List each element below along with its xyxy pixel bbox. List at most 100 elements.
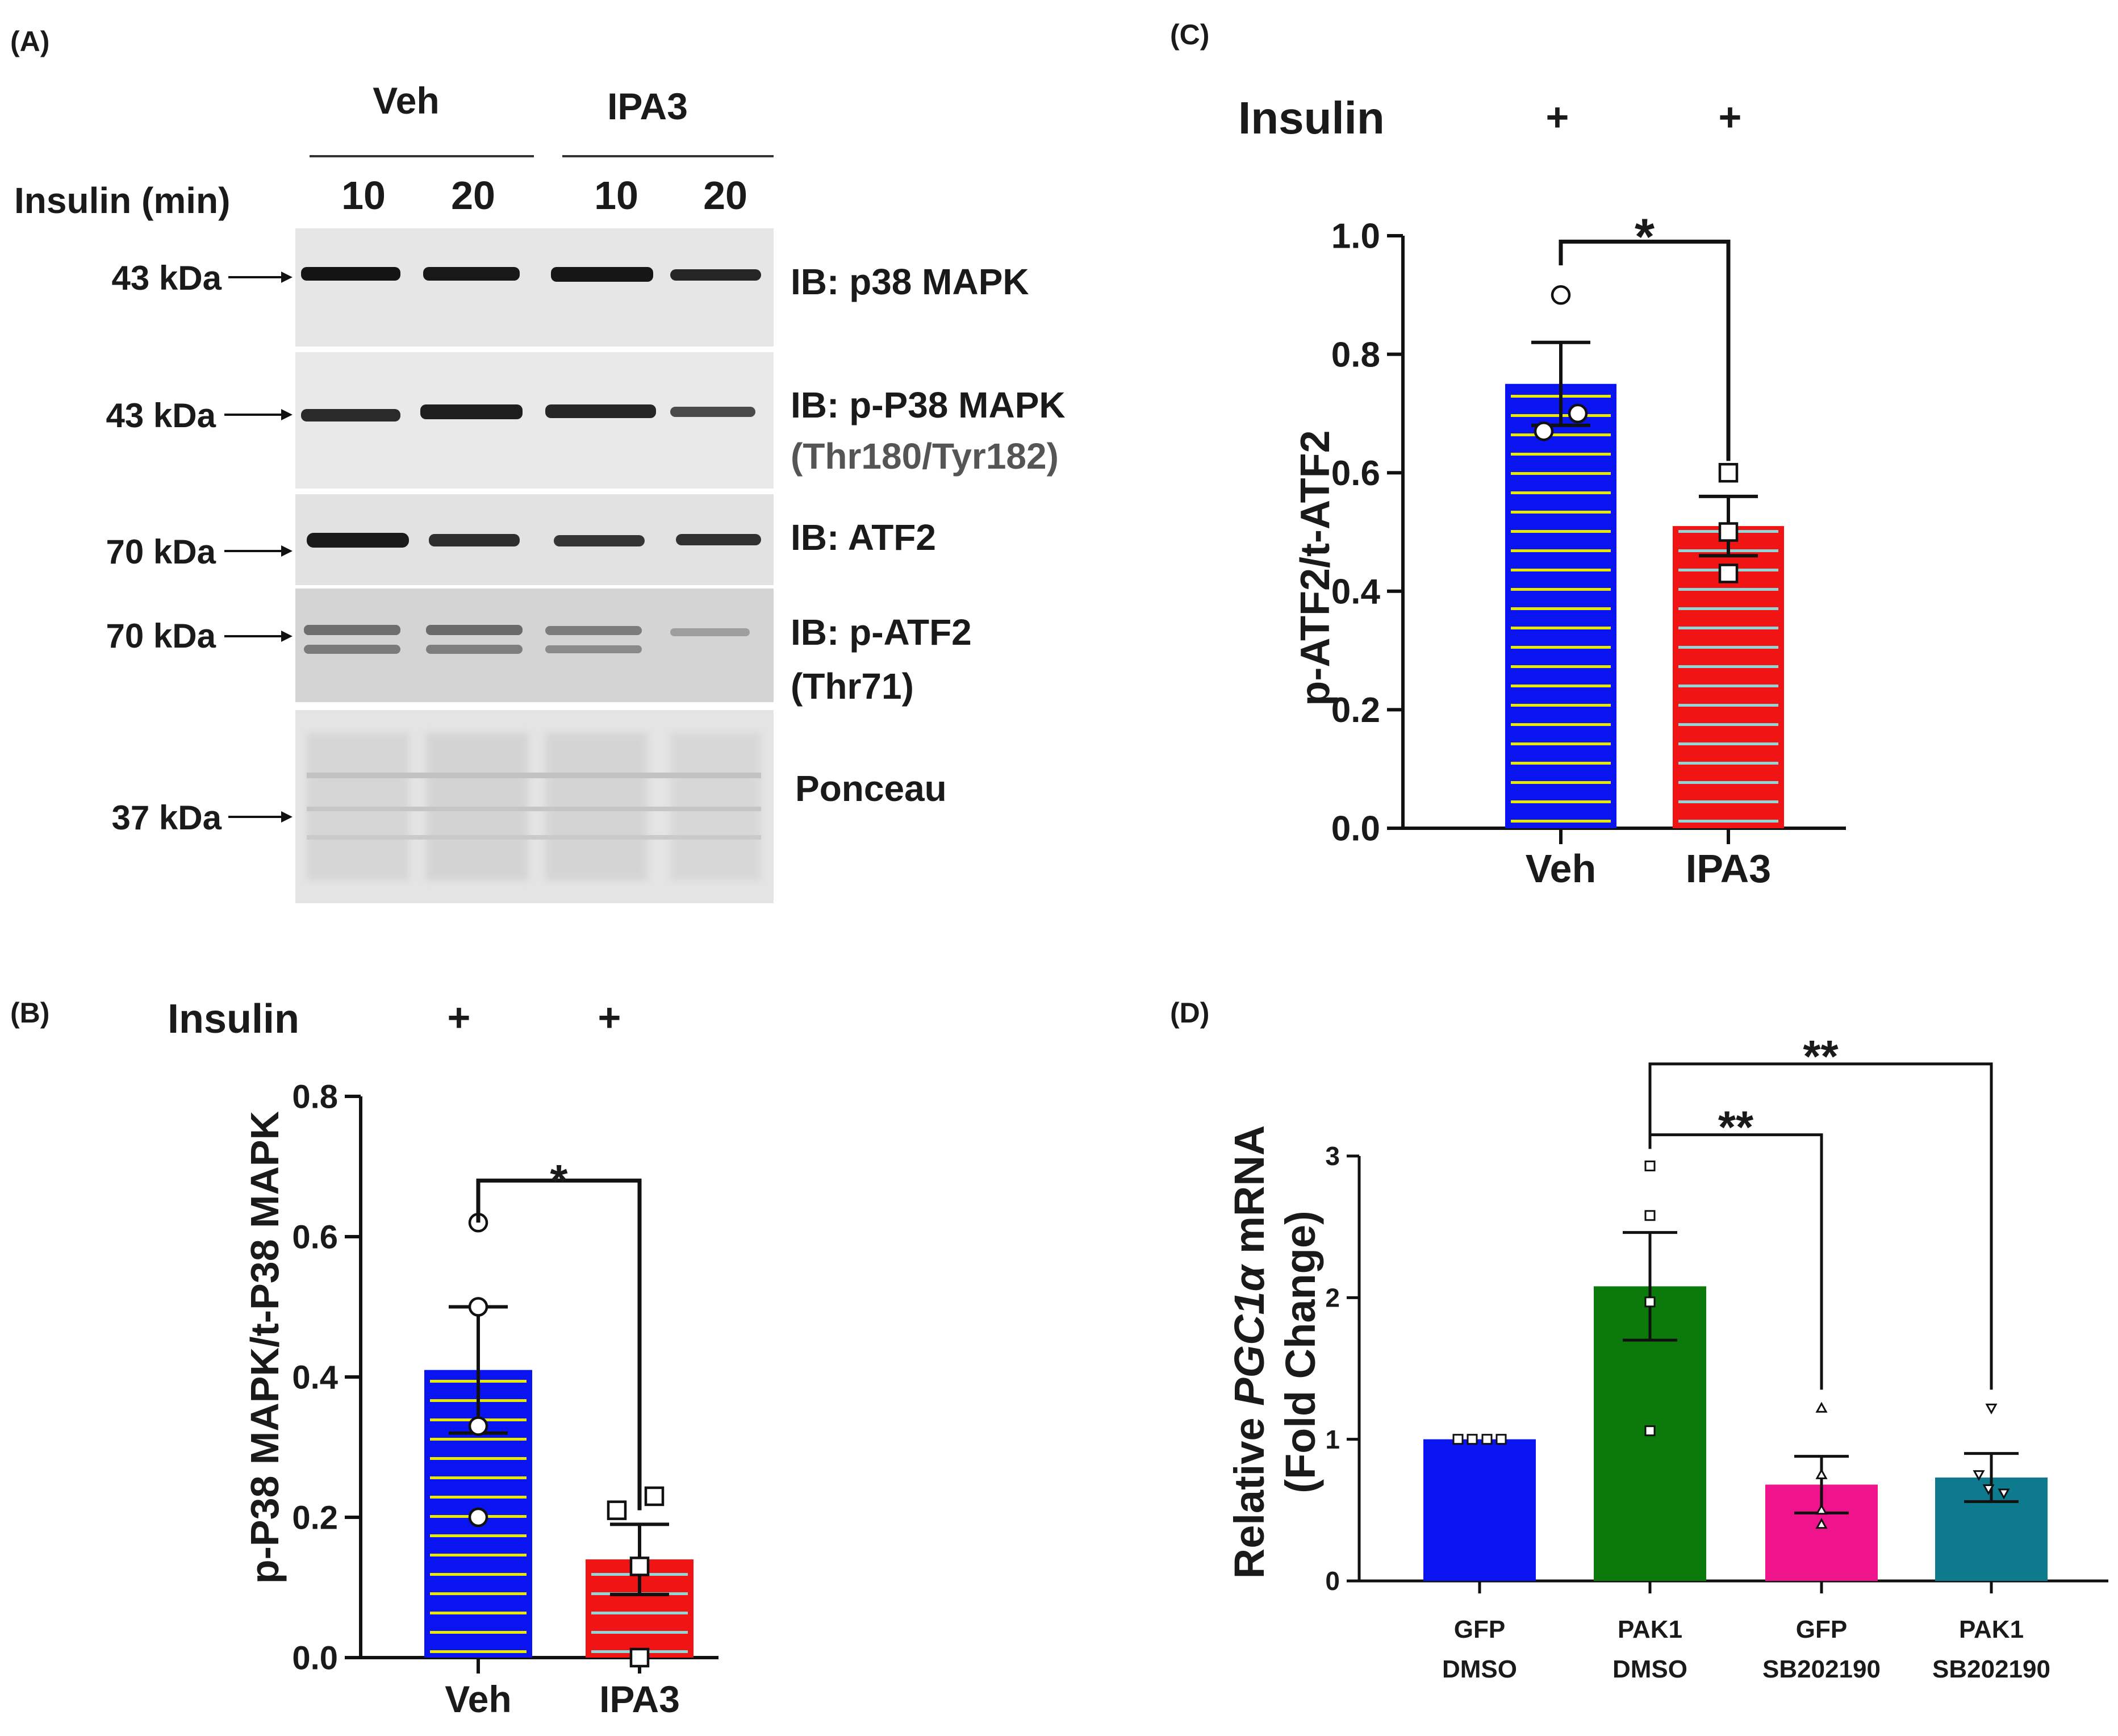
data-point-triangle-down bbox=[1973, 1470, 1985, 1482]
data-point-square bbox=[1644, 1210, 1656, 1221]
data-point-square bbox=[644, 1486, 665, 1507]
data-point-triangle bbox=[1815, 1518, 1828, 1529]
x-category-label: GFP bbox=[1796, 1616, 1847, 1643]
blot-antibody-sublabel: (Thr180/Tyr182) bbox=[791, 436, 1059, 477]
group-label-veh: Veh bbox=[373, 80, 439, 122]
blot-strip-ponceau bbox=[295, 710, 774, 903]
x-category-label: Veh bbox=[1526, 846, 1597, 891]
data-point-square bbox=[1481, 1434, 1493, 1445]
y-axis-label-gene: PGC1 bbox=[1226, 1291, 1273, 1406]
blot-strip-p38 bbox=[295, 228, 774, 347]
blot-antibody-label: IB: p-P38 MAPK bbox=[791, 385, 1066, 425]
x-category-label: IPA3 bbox=[599, 1678, 680, 1720]
x-category-label: SB202190 bbox=[1932, 1655, 2050, 1683]
y-tick-label: 0.6 bbox=[292, 1218, 338, 1255]
insulin-plus-mark: + bbox=[598, 995, 621, 1040]
x-category-label: PAK1 bbox=[1618, 1616, 1682, 1643]
significance-marker: * bbox=[1635, 208, 1655, 265]
timepoint-label: 10 bbox=[594, 173, 638, 218]
y-tick-label: 2 bbox=[1325, 1283, 1340, 1312]
chart-panel-c: Insulin + + p-ATF2/t-ATF2 0.0 0.2 0.4 0.6 0.… bbox=[1238, 93, 1846, 891]
data-point-square bbox=[607, 1500, 627, 1520]
chart-panel-b: Insulin + + p-P38 MAPK/t-P38 MAPK 0.0 0.2… bbox=[168, 995, 718, 1720]
data-point-triangle bbox=[1815, 1401, 1828, 1413]
data-point-square bbox=[1452, 1434, 1464, 1445]
x-category-label: DMSO bbox=[1442, 1655, 1517, 1683]
panel-label-b: (B) bbox=[10, 997, 49, 1029]
x-category-label: DMSO bbox=[1612, 1655, 1687, 1683]
insulin-plus-mark: + bbox=[448, 995, 471, 1040]
y-axis-label-line-2: (Fold Change) bbox=[1277, 1211, 1324, 1493]
data-point-square bbox=[1644, 1425, 1656, 1437]
panel-label-a: (A) bbox=[10, 26, 49, 57]
data-point-square bbox=[629, 1647, 650, 1668]
y-axis-label-prefix: Relative bbox=[1226, 1406, 1273, 1579]
data-point-circle bbox=[468, 1416, 488, 1436]
insulin-header-label: Insulin bbox=[1238, 93, 1385, 143]
kda-marker-label: 70 kDa bbox=[106, 617, 216, 655]
kda-marker-label: 70 kDa bbox=[106, 533, 216, 571]
y-tick-label: 0.0 bbox=[1331, 809, 1380, 849]
kda-marker-row-5: 37 kDa Ponceau bbox=[112, 768, 947, 837]
data-point-triangle bbox=[1815, 1504, 1828, 1515]
significance-bracket bbox=[1648, 1062, 1993, 1390]
kda-marker-row-2: 43 kDa IB: p-P38 MAPK (Thr180/Tyr182) bbox=[106, 385, 1066, 477]
significance-marker: ** bbox=[1718, 1102, 1754, 1153]
data-point-circle bbox=[1534, 421, 1554, 441]
data-point-circle bbox=[1551, 285, 1571, 305]
y-tick-label: 1 bbox=[1325, 1425, 1340, 1454]
x-category-label: GFP bbox=[1454, 1616, 1505, 1643]
data-point-square bbox=[1495, 1434, 1507, 1445]
y-tick-label: 0.8 bbox=[1331, 335, 1380, 374]
timepoint-label: 20 bbox=[451, 173, 495, 218]
panel-label-c: (C) bbox=[1170, 19, 1209, 51]
y-tick-label: 0.2 bbox=[292, 1499, 338, 1536]
data-point-triangle bbox=[1815, 1468, 1828, 1479]
data-point-square bbox=[1718, 522, 1739, 542]
blot-strip-atf2 bbox=[295, 494, 774, 585]
blot-antibody-label: Ponceau bbox=[795, 768, 947, 809]
group-label-ipa3: IPA3 bbox=[607, 85, 688, 127]
data-point-triangle-down bbox=[1985, 1403, 1998, 1414]
y-axis-label: p-ATF2/t-ATF2 bbox=[1293, 430, 1338, 706]
bar-hatch bbox=[1511, 387, 1611, 825]
y-tick-label: 0.4 bbox=[292, 1359, 338, 1396]
y-tick-label: 0.4 bbox=[1331, 573, 1381, 612]
blot-strip-p-p38 bbox=[295, 352, 774, 489]
y-tick-label: 0.6 bbox=[1331, 454, 1380, 493]
data-point-square bbox=[629, 1556, 650, 1576]
insulin-plus-mark: + bbox=[1719, 95, 1742, 139]
data-point-square bbox=[1718, 564, 1739, 583]
data-point-triangle-down bbox=[1998, 1488, 2010, 1500]
x-category-label: Veh bbox=[445, 1678, 511, 1720]
panel-label-d: (D) bbox=[1170, 997, 1209, 1029]
significance-bracket bbox=[476, 1178, 642, 1510]
timepoint-label: 20 bbox=[703, 173, 747, 218]
blot-antibody-label: IB: p-ATF2 bbox=[791, 612, 972, 653]
kda-marker-row-1: 43 kDa IB: p38 MAPK bbox=[112, 259, 1029, 302]
kda-marker-label: 43 kDa bbox=[106, 397, 216, 435]
data-point-triangle-down bbox=[1982, 1484, 1995, 1496]
y-axis-label-greek: α bbox=[1226, 1263, 1273, 1291]
blot-antibody-sublabel: (Thr71) bbox=[791, 666, 914, 707]
x-category-label: SB202190 bbox=[1762, 1655, 1881, 1683]
y-tick-label: 0 bbox=[1325, 1566, 1340, 1596]
y-tick-label: 1.0 bbox=[1331, 217, 1380, 256]
timepoint-label: 10 bbox=[341, 173, 386, 218]
y-tick-label: 0.2 bbox=[1331, 691, 1380, 730]
x-category-label: IPA3 bbox=[1686, 846, 1771, 891]
significance-marker: ** bbox=[1803, 1031, 1839, 1082]
y-tick-label: 0.8 bbox=[292, 1078, 338, 1115]
kda-marker-row-4: 70 kDa IB: p-ATF2 (Thr71) bbox=[106, 612, 972, 707]
significance-bracket bbox=[1559, 239, 1731, 461]
x-category-label: PAK1 bbox=[1959, 1616, 2024, 1643]
y-tick-label: 3 bbox=[1325, 1141, 1340, 1171]
insulin-plus-mark: + bbox=[1546, 95, 1569, 139]
y-tick-label: 0.0 bbox=[292, 1639, 338, 1676]
data-point-circle bbox=[468, 1297, 488, 1317]
blot-strip-p-atf2 bbox=[295, 589, 774, 702]
data-point-square bbox=[1644, 1160, 1656, 1171]
y-axis-label: p-P38 MAPK/t-P38 MAPK bbox=[243, 1111, 287, 1584]
blot-antibody-label: IB: p38 MAPK bbox=[791, 261, 1029, 302]
